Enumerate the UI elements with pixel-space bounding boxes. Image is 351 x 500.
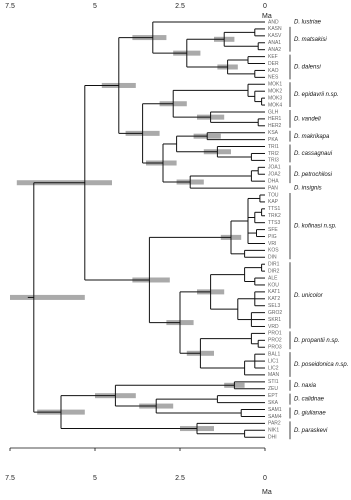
- clade-label: D. kofinasi n.sp.: [294, 224, 337, 230]
- clade-label: D. epidavrii n.sp.: [294, 92, 339, 98]
- tip-label: TRI3: [268, 158, 279, 164]
- bottom-tick-label: 0: [263, 475, 267, 482]
- clade-label: D. naxia: [294, 383, 317, 389]
- tip-label: MAN: [268, 372, 280, 378]
- tip-label: NIK1: [268, 428, 279, 434]
- tip-label: ZEU: [268, 386, 278, 392]
- tip-label: ANA1: [268, 40, 281, 46]
- tip-label: PKA: [268, 137, 279, 143]
- tip-label: DIN: [268, 255, 277, 261]
- top-tick-label: 2.5: [175, 3, 185, 10]
- clade-label: D. petrochilosi: [294, 172, 333, 178]
- tip-label: KOU: [268, 282, 279, 288]
- tip-label: SAM1: [268, 407, 282, 413]
- tip-label: PAN: [268, 185, 278, 191]
- clade-label: D. paraskevi: [294, 428, 328, 434]
- tip-label: KOS: [268, 248, 279, 254]
- clade-label: D. insignis: [294, 186, 322, 192]
- tip-label: AND: [268, 19, 279, 25]
- tip-label: SEL3: [268, 303, 280, 309]
- tip-label: HER2: [268, 123, 282, 129]
- tip-label: TRI2: [268, 151, 279, 157]
- top-axis-unit: Ma: [262, 13, 272, 20]
- tip-label: KASV: [268, 33, 282, 39]
- clade-label: D. poseidonica n.sp.: [294, 362, 348, 368]
- clade-label: D. calidnae: [294, 397, 325, 403]
- tip-label: KAT2: [268, 296, 280, 302]
- tip-label: PIG: [268, 234, 277, 240]
- clade-label: D. lustriae: [294, 20, 322, 26]
- tip-label: PRO3: [268, 345, 282, 351]
- tip-label: KSA: [268, 130, 279, 136]
- tip-label: JOA1: [268, 165, 281, 171]
- tip-label: NES: [268, 75, 279, 81]
- tip-label: BAL1: [268, 351, 280, 357]
- tip-label: SKA: [268, 400, 279, 406]
- tip-label: VRI: [268, 241, 276, 247]
- tip-label: GRO2: [268, 310, 282, 316]
- tip-label: TTS1: [268, 206, 280, 212]
- clade-label: D. makrikapa: [294, 134, 330, 140]
- tip-label: JOA2: [268, 172, 281, 178]
- tip-label: TRI1: [268, 144, 279, 150]
- tip-label: PRO2: [268, 338, 282, 344]
- tip-label: ALE: [268, 275, 278, 281]
- tip-label: MOK4: [268, 102, 282, 108]
- tip-label: PAR2: [268, 421, 281, 427]
- hpd-bar: [10, 294, 85, 300]
- tip-label: HER1: [268, 116, 282, 122]
- tip-label: DIR2: [268, 268, 280, 274]
- tip-label: KEF: [268, 54, 278, 60]
- tip-label: STI1: [268, 379, 279, 385]
- tip-label: KAO: [268, 68, 279, 74]
- tip-label: MOK1: [268, 82, 282, 88]
- tip-label: MOK3: [268, 95, 282, 101]
- tip-label: PRO1: [268, 331, 282, 337]
- tip-label: DER: [268, 61, 279, 67]
- tip-label: KAT1: [268, 289, 280, 295]
- clade-label: D. matsakisi: [294, 37, 327, 43]
- hpd-bars: [10, 35, 245, 432]
- top-tick-label: 0: [263, 3, 267, 10]
- tip-label: EPT: [268, 393, 278, 399]
- tip-label: TTS3: [268, 220, 280, 226]
- tip-label: DIR1: [268, 262, 280, 268]
- hpd-bar: [132, 277, 170, 283]
- top-tick-label: 7.5: [5, 3, 15, 10]
- clade-label: D. cassagnaui: [294, 151, 333, 157]
- tip-label: VRD: [268, 324, 279, 330]
- clade-label: D. propantii n.sp.: [294, 338, 339, 344]
- tree-branches: [27, 21, 265, 438]
- tip-label: TOU: [268, 192, 279, 198]
- clade-label: D. dalensi: [294, 65, 321, 71]
- tip-label: KAP: [268, 199, 279, 205]
- clade-label: D. giulianae: [294, 411, 326, 417]
- tip-label: MOK2: [268, 89, 282, 95]
- tip-label: DHI: [268, 435, 277, 441]
- tip-label: SKR1: [268, 317, 281, 323]
- bottom-axis-unit: Ma: [262, 489, 272, 496]
- tip-label: ANA2: [268, 47, 281, 53]
- tip-label: SAM4: [268, 414, 282, 420]
- tip-label: KASN: [268, 26, 282, 32]
- tip-label: TRK2: [268, 213, 281, 219]
- tip-label: LIC2: [268, 365, 279, 371]
- clade-label: D. unicolor: [294, 293, 324, 299]
- tip-label: LIC1: [268, 358, 279, 364]
- top-tick-label: 5: [93, 3, 97, 10]
- tip-label: DHA: [268, 178, 279, 184]
- bottom-tick-label: 7.5: [5, 475, 15, 482]
- bottom-tick-label: 5: [93, 475, 97, 482]
- tip-label: SFE: [268, 227, 278, 233]
- tip-label: GLH: [268, 109, 279, 115]
- clade-label: D. vandeli: [294, 116, 321, 122]
- bottom-tick-label: 2.5: [175, 475, 185, 482]
